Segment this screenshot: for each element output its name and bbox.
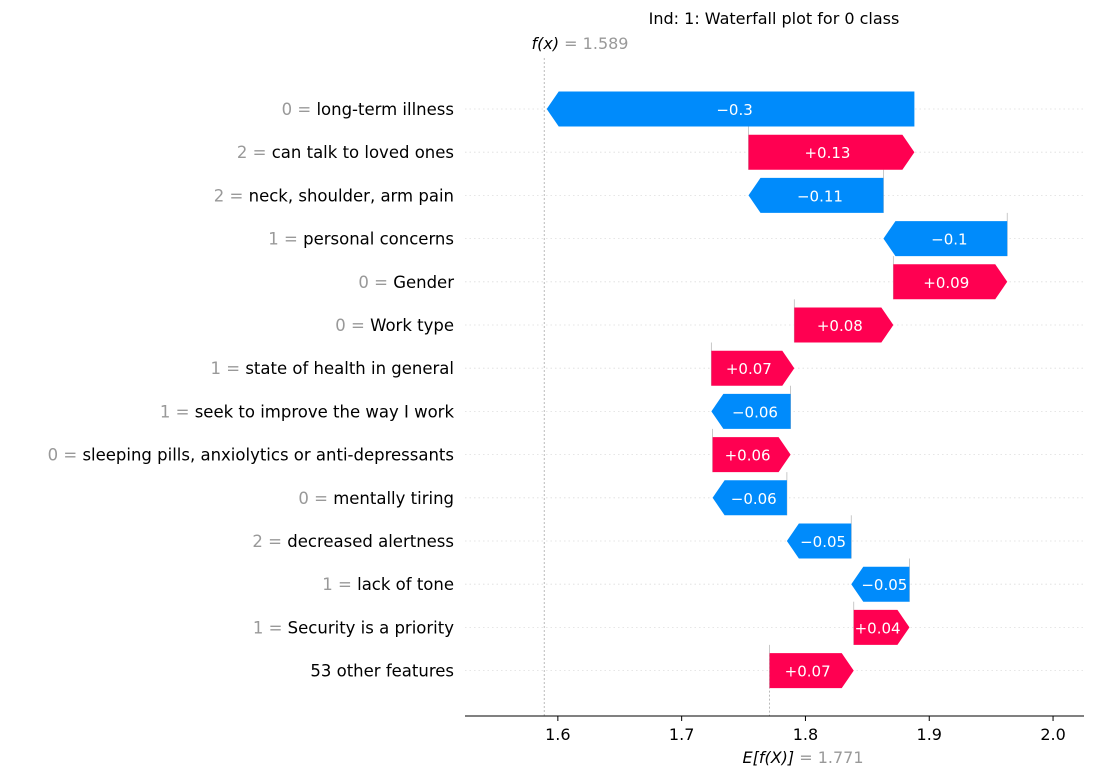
feature-name: can talk to loved ones	[272, 143, 454, 162]
positive-shap-bar	[712, 437, 791, 473]
bar-value-label: −0.05	[861, 576, 907, 594]
efx-value: 1.771	[818, 748, 864, 767]
feature-name: state of health in general	[245, 359, 454, 378]
bar-value-label: −0.11	[797, 187, 843, 205]
feature-label: 0 = Work type	[335, 316, 454, 335]
bar-value-label: −0.3	[716, 101, 752, 119]
feature-label: 0 = Gender	[358, 273, 454, 292]
negative-shap-bar	[883, 221, 1008, 257]
feature-name: Work type	[370, 316, 454, 335]
feature-value: 1 =	[160, 402, 195, 421]
feature-value: 1 =	[253, 618, 288, 637]
x-tick-label: 1.9	[917, 725, 942, 744]
bar-value-label: +0.04	[855, 619, 901, 637]
bar-value-label: −0.1	[931, 231, 967, 249]
bar-value-label: +0.06	[725, 447, 771, 465]
bar-value-label: +0.07	[785, 663, 831, 681]
feature-value: 2 =	[252, 532, 287, 551]
fx-equals: =	[559, 34, 583, 53]
feature-value: 1 =	[211, 359, 246, 378]
x-tick-label: 1.8	[793, 725, 818, 744]
bar-value-label: −0.05	[800, 533, 846, 551]
feature-label: 1 = personal concerns	[268, 230, 454, 249]
efx-symbol: E[f(X)]	[742, 748, 794, 767]
feature-value: 0 =	[48, 446, 83, 465]
feature-name: long-term illness	[316, 100, 454, 119]
feature-label: 1 = Security is a priority	[253, 618, 454, 637]
feature-label: 0 = mentally tiring	[298, 489, 454, 508]
feature-name: lack of tone	[357, 575, 454, 594]
positive-shap-bar	[769, 653, 854, 689]
feature-name: mentally tiring	[333, 489, 454, 508]
positive-shap-bar	[748, 134, 915, 170]
feature-label: 2 = decreased alertness	[252, 532, 454, 551]
negative-shap-bar	[712, 480, 787, 516]
bar-value-label: −0.06	[731, 490, 777, 508]
feature-name: 53 other features	[310, 662, 454, 681]
fx-value: 1.589	[583, 34, 629, 53]
feature-name: decreased alertness	[287, 532, 454, 551]
bar-value-label: +0.08	[817, 317, 863, 335]
feature-label: 2 = can talk to loved ones	[237, 143, 454, 162]
feature-label: 1 = lack of tone	[322, 575, 454, 594]
efx-label: E[f(X)] = 1.771	[742, 748, 863, 767]
feature-value: 1 =	[268, 230, 303, 249]
feature-value: 1 =	[322, 575, 357, 594]
negative-shap-bar	[851, 566, 910, 602]
feature-name: neck, shoulder, arm pain	[249, 186, 454, 205]
bar-layer: −0.3 +0.13 −0.11 −0.1 +0.09 +0.08 +0.07 −0.06 +0…	[546, 91, 1008, 689]
feature-value: 2 =	[237, 143, 272, 162]
negative-shap-bar	[748, 177, 884, 213]
feature-value: 0 =	[335, 316, 370, 335]
x-tick-label: 1.6	[545, 725, 570, 744]
feature-label: 53 other features	[310, 662, 454, 681]
feature-label: 2 = neck, shoulder, arm pain	[214, 186, 454, 205]
positive-shap-bar	[853, 609, 910, 645]
negative-shap-bar	[786, 523, 852, 559]
feature-value: 0 =	[298, 489, 333, 508]
feature-label: 0 = long-term illness	[282, 100, 454, 119]
feature-labels: 0 = long-term illness 2 = can talk to lov…	[48, 100, 455, 681]
feature-name: personal concerns	[303, 230, 454, 249]
positive-shap-bar	[711, 350, 795, 386]
feature-value: 0 =	[282, 100, 317, 119]
efx-equals: =	[794, 748, 818, 767]
chart-title: Ind: 1: Waterfall plot for 0 class	[649, 9, 900, 28]
feature-value: 0 =	[358, 273, 393, 292]
bar-value-label: +0.07	[726, 360, 772, 378]
feature-name: Gender	[393, 273, 454, 292]
x-tick-label: 2.0	[1040, 725, 1065, 744]
positive-shap-bar	[893, 264, 1008, 300]
fx-symbol: f(x)	[532, 34, 560, 53]
feature-label: 0 = sleeping pills, anxiolytics or anti-…	[48, 446, 454, 465]
fx-label: f(x) = 1.589	[532, 34, 629, 53]
bar-value-label: −0.06	[732, 403, 778, 421]
feature-label: 1 = state of health in general	[211, 359, 455, 378]
x-tick-label: 1.7	[669, 725, 694, 744]
bar-value-label: +0.09	[923, 274, 969, 292]
negative-shap-bar	[546, 91, 915, 127]
feature-label: 1 = seek to improve the way I work	[160, 402, 455, 421]
feature-name: sleeping pills, anxiolytics or anti-depr…	[82, 446, 454, 465]
negative-shap-bar	[711, 393, 791, 429]
feature-name: seek to improve the way I work	[195, 402, 455, 421]
positive-shap-bar	[794, 307, 894, 343]
feature-name: Security is a priority	[288, 618, 455, 637]
bar-value-label: +0.13	[804, 144, 850, 162]
x-axis: 1.6 1.7 1.8 1.9 2.0	[465, 715, 1084, 744]
feature-value: 2 =	[214, 186, 249, 205]
